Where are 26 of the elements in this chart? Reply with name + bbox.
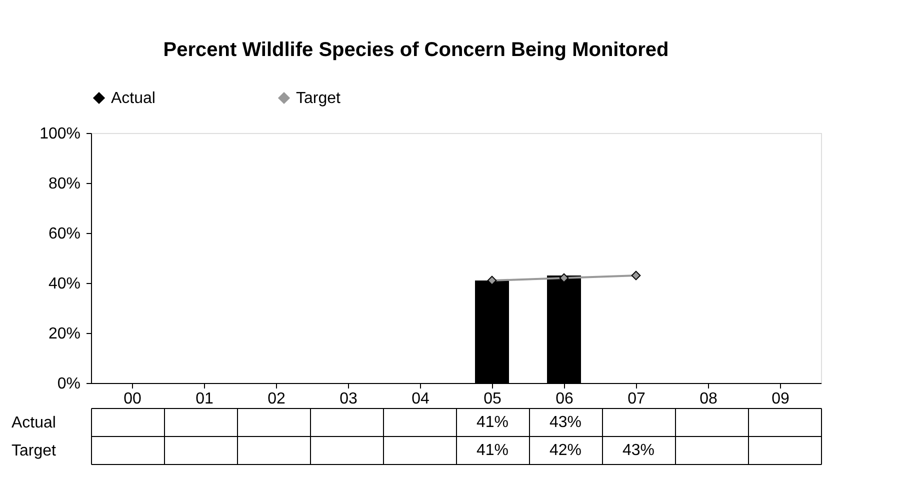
x-tick-label: 06 [556,390,574,408]
x-tick-label: 08 [700,390,718,408]
x-tick-label: 00 [124,390,142,408]
data-label: 41% [476,414,509,431]
y-tick-label: 100% [40,126,80,142]
data-label: 42% [549,442,582,459]
data-label: 43% [622,442,655,459]
x-tick-label: 04 [412,390,430,408]
x-tick-label: 01 [196,390,214,408]
y-tick-label: 0% [57,376,80,392]
y-tick-label: 60% [48,226,80,242]
legend-label: Target [296,90,342,107]
y-tick-label: 80% [48,176,80,192]
chart-title: Percent Wildlife Species of Concern Being Monitored [163,39,669,61]
x-tick-label: 02 [268,390,286,408]
x-tick-label: 03 [340,390,358,408]
text: Target [12,442,56,460]
x-tick-label: 09 [772,390,790,408]
data-label: 41% [476,442,509,459]
y-tick-label: 20% [48,326,80,342]
data-label: 43% [549,414,582,431]
x-tick-label: 07 [628,390,646,408]
x-tick-label: 05 [484,390,502,408]
y-tick-label: 40% [48,276,80,292]
legend-label: Actual [111,90,156,107]
text: Actual [12,414,56,432]
